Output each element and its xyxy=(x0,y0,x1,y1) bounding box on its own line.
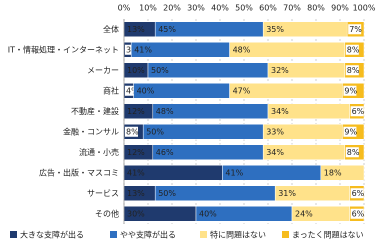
x-tick-label: 70% xyxy=(283,4,301,13)
value-label: 46% xyxy=(156,148,174,157)
label-box xyxy=(350,106,364,117)
value-label: 6% xyxy=(352,107,365,116)
category-label: 全体 xyxy=(103,24,119,34)
value-label: 34% xyxy=(266,148,284,157)
label-box xyxy=(348,24,362,35)
value-label: 35% xyxy=(266,25,284,34)
label-box xyxy=(345,147,359,158)
value-label: 13% xyxy=(127,25,145,34)
value-label: 8% xyxy=(347,148,360,157)
value-label: 9% xyxy=(344,86,357,95)
value-label: 10% xyxy=(127,66,145,75)
value-label: 41% xyxy=(134,45,152,54)
value-label: 32% xyxy=(271,66,289,75)
legend-swatch xyxy=(10,231,17,238)
legend-label: まったく問題はない xyxy=(292,231,364,240)
x-tick-label: 10% xyxy=(139,4,157,13)
value-label: 8% xyxy=(347,66,360,75)
value-label: 48% xyxy=(156,107,174,116)
category-label: 不動産・建設 xyxy=(71,106,119,116)
label-box xyxy=(350,208,364,219)
value-label: 8% xyxy=(347,45,360,54)
label-box xyxy=(345,44,359,55)
value-label: 34% xyxy=(271,107,289,116)
value-label: 50% xyxy=(146,127,164,136)
legend-swatch xyxy=(110,231,117,238)
category-label: その他 xyxy=(95,208,119,218)
category-label: IT・情報処理・インターネット xyxy=(8,44,119,54)
value-label: 4% xyxy=(126,86,139,95)
value-label: 48% xyxy=(233,45,251,54)
x-tick-label: 100% xyxy=(353,4,376,13)
category-label: 金融・コンサル xyxy=(63,126,119,136)
category-label: メーカー xyxy=(87,66,119,75)
value-label: 47% xyxy=(233,86,251,95)
x-tick-label: 90% xyxy=(331,4,349,13)
value-label: 12% xyxy=(127,148,145,157)
label-box xyxy=(343,85,357,96)
category-label: サービス xyxy=(87,189,119,198)
value-label: 13% xyxy=(127,189,145,198)
value-label: 18% xyxy=(324,168,342,177)
value-label: 30% xyxy=(127,209,145,218)
value-label: 50% xyxy=(158,189,176,198)
label-box xyxy=(125,85,138,96)
value-label: 24% xyxy=(295,209,313,218)
value-label: 40% xyxy=(137,86,155,95)
value-label: 31% xyxy=(278,189,296,198)
x-tick-label: 80% xyxy=(307,4,325,13)
x-tick-label: 30% xyxy=(187,4,205,13)
category-label: 広告・出版・マスコミ xyxy=(39,167,119,177)
x-tick-label: 50% xyxy=(235,4,253,13)
legend-label: やや支障が出る xyxy=(120,230,176,240)
value-label: 12% xyxy=(127,107,145,116)
category-label: 流通・小売 xyxy=(79,147,119,157)
label-box xyxy=(343,126,357,137)
legend-swatch xyxy=(200,231,207,238)
label-box xyxy=(350,188,364,199)
x-tick-label: 20% xyxy=(163,4,181,13)
value-label: 41% xyxy=(127,168,145,177)
value-label: 40% xyxy=(199,209,217,218)
legend-swatch xyxy=(282,231,289,238)
label-box xyxy=(345,65,359,76)
value-label: 9% xyxy=(344,127,357,136)
bar-segment xyxy=(320,165,365,181)
value-label: 6% xyxy=(352,209,365,218)
x-tick-label: 40% xyxy=(211,4,229,13)
value-label: 50% xyxy=(151,66,169,75)
value-label: 45% xyxy=(158,25,176,34)
legend-label: 特に問題はない xyxy=(210,230,266,240)
category-label: 商社 xyxy=(103,85,119,95)
x-tick-label: 60% xyxy=(259,4,277,13)
label-box xyxy=(125,126,138,137)
value-label: 7% xyxy=(349,25,362,34)
x-tick-label: 0% xyxy=(118,4,131,13)
value-label: 6% xyxy=(352,189,365,198)
value-label: 41% xyxy=(225,168,243,177)
value-label: 8% xyxy=(126,127,139,136)
value-label: 33% xyxy=(266,127,284,136)
legend-label: 大きな支障が出る xyxy=(20,230,84,240)
